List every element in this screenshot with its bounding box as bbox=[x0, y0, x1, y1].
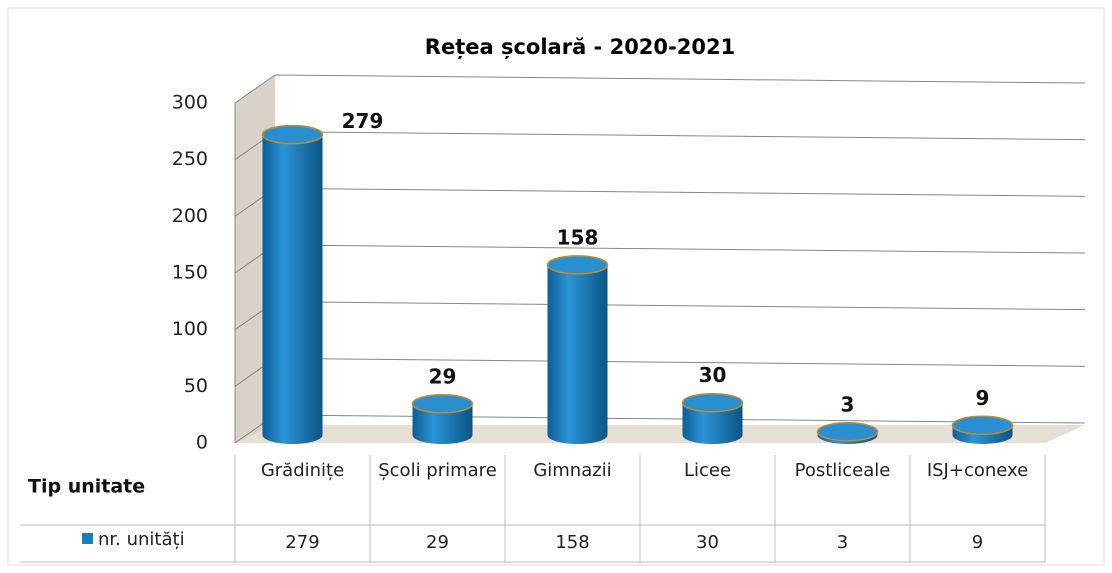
y-tick-label: 150 bbox=[172, 262, 208, 284]
data-label: 30 bbox=[699, 363, 727, 387]
y-tick-label: 300 bbox=[172, 92, 208, 114]
y-tick-label: 100 bbox=[172, 318, 208, 340]
category-label: Gimnazii bbox=[533, 460, 612, 481]
cylinder-top bbox=[951, 415, 1014, 436]
cylinder-bar bbox=[682, 402, 743, 444]
cylinder-top bbox=[546, 255, 609, 275]
cylinder-top bbox=[681, 392, 744, 413]
y-tick-label: 250 bbox=[172, 148, 208, 170]
table-value: 3 bbox=[836, 532, 849, 553]
cylinder-bar bbox=[412, 403, 473, 444]
data-label: 3 bbox=[841, 392, 855, 416]
category-label: Grădinițe bbox=[260, 460, 345, 481]
y-tick-label: 200 bbox=[172, 205, 208, 227]
cylinder-top bbox=[261, 124, 324, 145]
table-value: 30 bbox=[696, 532, 719, 553]
cylinder-bar bbox=[262, 134, 323, 445]
y-tick-label: 0 bbox=[196, 432, 208, 454]
category-label: Postliceale bbox=[794, 460, 891, 481]
category-label: Licee bbox=[683, 460, 732, 481]
table-value: 279 bbox=[285, 532, 320, 553]
data-label: 29 bbox=[429, 364, 457, 388]
cylinder-bar bbox=[547, 264, 608, 444]
legend-swatch bbox=[82, 533, 93, 544]
data-label: 158 bbox=[557, 225, 599, 249]
cylinder-top bbox=[411, 394, 474, 414]
legend-label: nr. unități bbox=[98, 529, 185, 550]
data-label: 279 bbox=[342, 109, 384, 133]
cylinder-top bbox=[816, 422, 879, 442]
grid-line bbox=[234, 74, 1086, 104]
category-label: ISJ+conexe bbox=[926, 460, 1029, 481]
table-value: 9 bbox=[971, 532, 984, 553]
data-label: 9 bbox=[976, 386, 990, 410]
y-tick-label: 50 bbox=[184, 375, 208, 397]
chart-title: Rețea școlară - 2020-2021 bbox=[425, 35, 735, 60]
category-label: Școli primare bbox=[378, 460, 497, 481]
table-value: 158 bbox=[555, 532, 590, 553]
table-value: 29 bbox=[426, 532, 449, 553]
table-header: Tip unitate bbox=[28, 476, 145, 498]
